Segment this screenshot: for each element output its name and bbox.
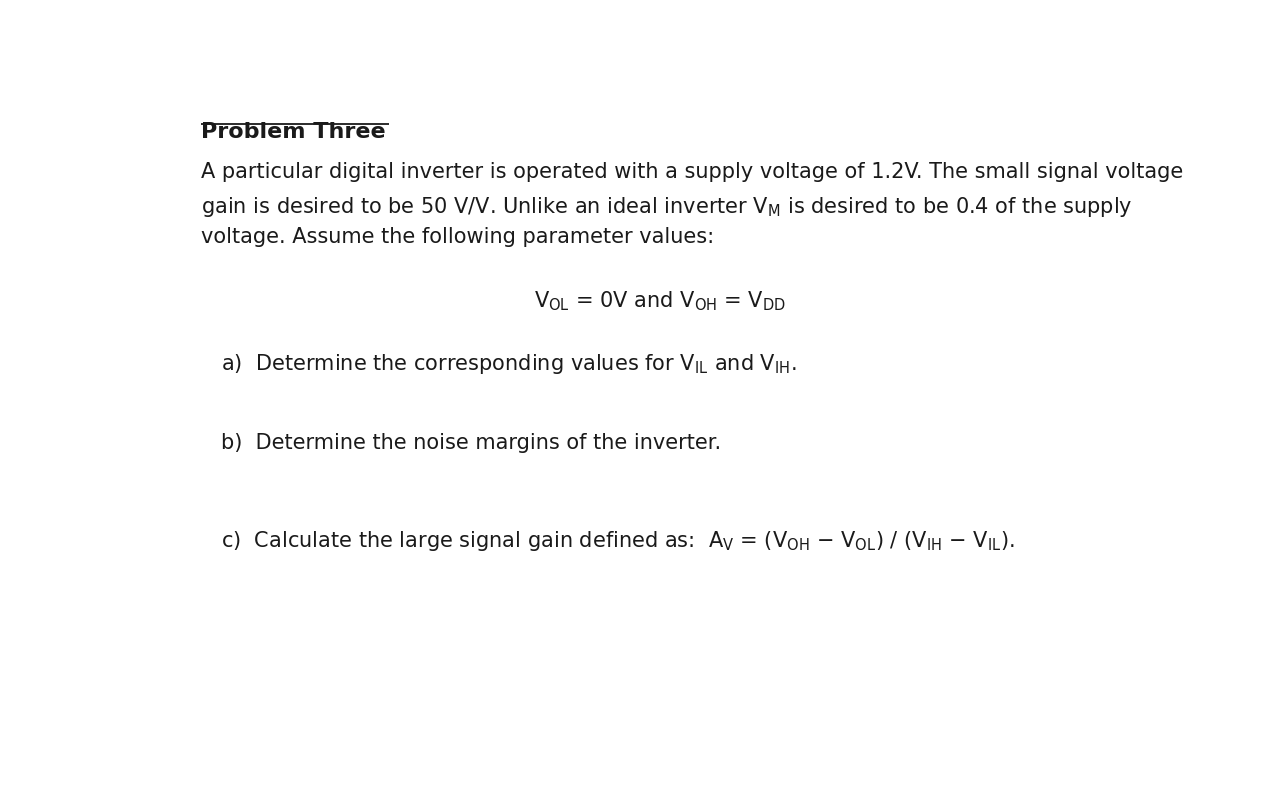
Text: A particular digital inverter is operated with a supply voltage of 1.2V. The sma: A particular digital inverter is operate… bbox=[201, 162, 1184, 183]
Text: voltage. Assume the following parameter values:: voltage. Assume the following parameter … bbox=[201, 227, 714, 247]
Text: Problem Three: Problem Three bbox=[201, 122, 385, 142]
Text: $\mathrm{V_{OL}}$ = 0V and $\mathrm{V_{OH}}$ = $\mathrm{V_{DD}}$: $\mathrm{V_{OL}}$ = 0V and $\mathrm{V_{O… bbox=[535, 290, 786, 314]
Text: c)  Calculate the large signal gain defined as:  $\mathrm{A_V}$ = ($\mathrm{V_{O: c) Calculate the large signal gain defin… bbox=[222, 529, 1015, 553]
Text: b)  Determine the noise margins of the inverter.: b) Determine the noise margins of the in… bbox=[222, 433, 721, 453]
Text: gain is desired to be 50 V/V. Unlike an ideal inverter $\mathrm{V_M}$ is desired: gain is desired to be 50 V/V. Unlike an … bbox=[201, 195, 1132, 219]
Text: a)  Determine the corresponding values for $\mathrm{V_{IL}}$ and $\mathrm{V_{IH}: a) Determine the corresponding values fo… bbox=[222, 352, 797, 376]
